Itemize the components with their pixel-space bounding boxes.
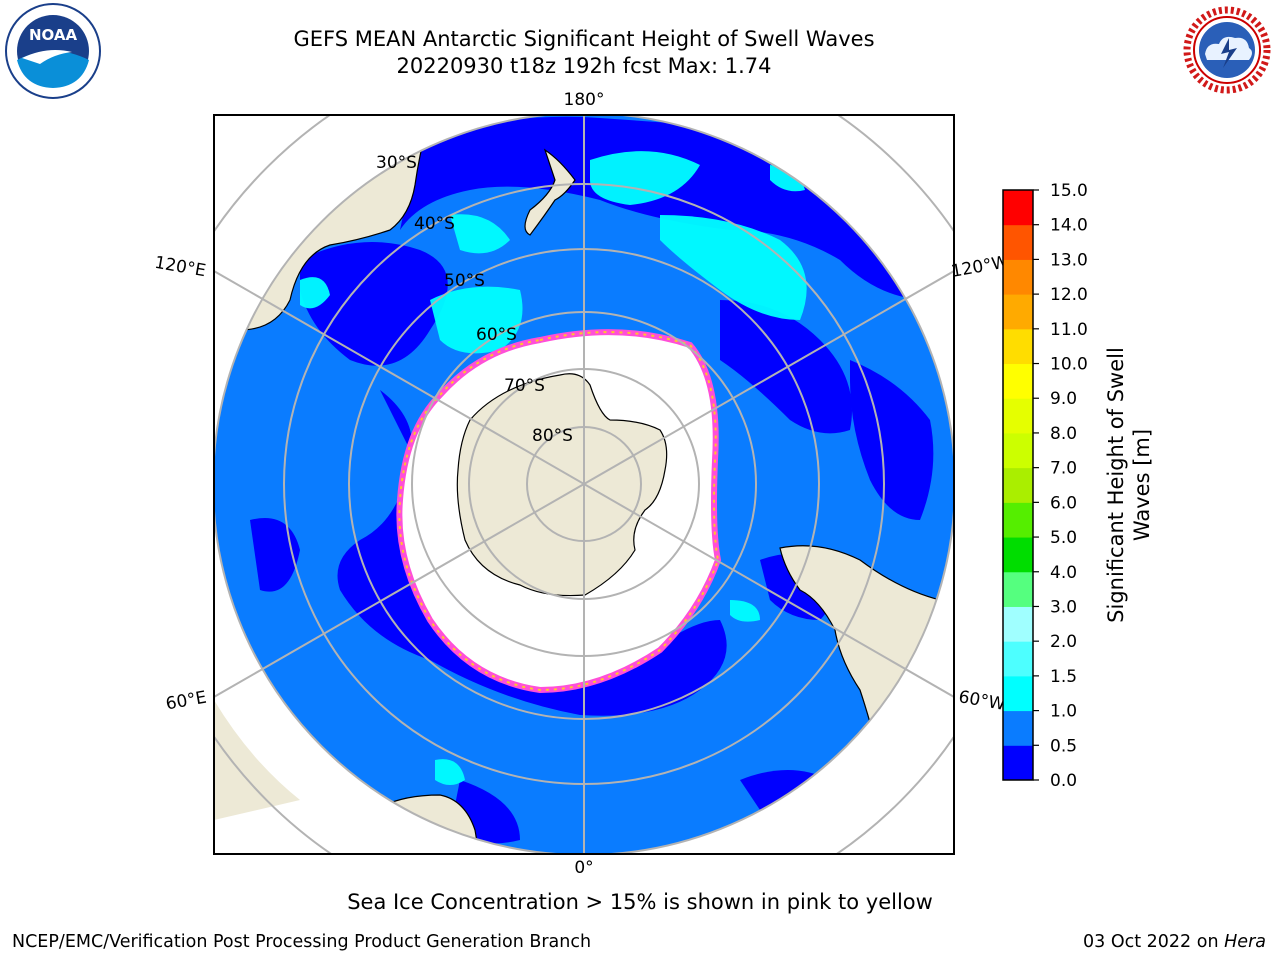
colorbar-tick-label: 13.0 — [1050, 250, 1088, 270]
footer-organization: NCEP/EMC/Verification Post Processing Pr… — [12, 932, 592, 952]
colorbar-segment — [1003, 224, 1033, 260]
lat-label-50s: 50°S — [444, 271, 485, 291]
map-frame — [213, 114, 955, 855]
colorbar-segment — [1003, 745, 1033, 781]
lat-label-30s: 30°S — [376, 153, 417, 173]
colorbar-tick-label: 0.5 — [1050, 736, 1077, 756]
colorbar-label-line2: Waves [m] — [1130, 429, 1154, 541]
colorbar-segment — [1003, 432, 1033, 469]
lat-label-70s: 70°S — [504, 376, 545, 396]
colorbar: 0.0 0.5 1.0 1.5 2.0 3.0 4.0 5.0 6.0 7.0 8.0 9.0 10.0… — [1002, 181, 1088, 791]
lon-label-60w: 60°W — [957, 687, 1007, 715]
colorbar-tick-label: 7.0 — [1050, 459, 1077, 479]
colorbar-segment — [1003, 259, 1033, 295]
colorbar-segment — [1003, 606, 1033, 642]
footer-date-text: 03 Oct 2022 on — [1083, 932, 1219, 952]
lat-label-40s: 40°S — [414, 214, 455, 234]
colorbar-tick-label: 1.5 — [1050, 667, 1077, 687]
colorbar-segment — [1003, 641, 1033, 677]
noaa-logo: NOAA — [5, 3, 101, 99]
colorbar-tick-label: 11.0 — [1050, 320, 1088, 340]
colorbar-tick-label: 10.0 — [1050, 355, 1088, 375]
colorbar-tick-label: 9.0 — [1050, 389, 1077, 409]
antarctica-land — [456, 373, 668, 597]
colorbar-tick-label: 14.0 — [1050, 216, 1088, 236]
lat-label-80s: 80°S — [532, 426, 573, 446]
chart-subtitle: 20220930 t18z 192h fcst Max: 1.74 — [396, 54, 772, 78]
corner-land-sw — [214, 700, 300, 820]
new-zealand-land — [524, 148, 576, 236]
colorbar-tick-label: 1.0 — [1050, 702, 1077, 722]
colorbar-tick-label: 4.0 — [1050, 563, 1077, 583]
lon-label-120w: 120°W — [950, 252, 1011, 282]
colorbar-tick-label: 3.0 — [1050, 597, 1077, 617]
colorbar-segment — [1003, 710, 1033, 746]
nws-logo — [1181, 4, 1273, 96]
colorbar-segment — [1003, 675, 1033, 712]
colorbar-tick-label: 12.0 — [1050, 285, 1088, 305]
colorbar-segment — [1003, 363, 1033, 399]
colorbar-frame — [1002, 189, 1034, 781]
colorbar-segment — [1003, 571, 1033, 607]
lon-label-60e: 60°E — [164, 688, 208, 715]
colorbar-segment — [1003, 398, 1033, 434]
colorbar-tick-label: 0.0 — [1050, 771, 1077, 791]
footer-date: 03 Oct 2022 on Hera — [1083, 932, 1266, 952]
colorbar-tick-label: 6.0 — [1050, 493, 1077, 513]
colorbar-segment — [1003, 294, 1033, 330]
map-caption: Sea Ice Concentration > 15% is shown in … — [347, 890, 933, 914]
colorbar-segment — [1003, 190, 1033, 226]
footer-host: Hera — [1224, 932, 1266, 952]
colorbar-tick-label: 5.0 — [1050, 528, 1077, 548]
colorbar-segment — [1003, 502, 1033, 538]
colorbar-tick-label: 15.0 — [1050, 181, 1088, 201]
colorbar-tick-label: 8.0 — [1050, 424, 1077, 444]
lon-label-180: 180° — [564, 90, 605, 110]
colorbar-label-line1: Significant Height of Swell — [1104, 347, 1128, 623]
chart-title: GEFS MEAN Antarctic Significant Height o… — [293, 27, 875, 51]
colorbar-segment — [1003, 537, 1033, 573]
colorbar-tick-label: 2.0 — [1050, 632, 1077, 652]
lon-label-0: 0° — [574, 858, 593, 878]
lat-label-60s: 60°S — [476, 325, 517, 345]
svg-text:NOAA: NOAA — [29, 26, 78, 44]
swell-high-regions — [300, 151, 807, 785]
lon-label-120e: 120°E — [153, 253, 207, 282]
colorbar-segment — [1003, 328, 1033, 365]
graticule — [214, 115, 954, 854]
colorbar-segment — [1003, 467, 1033, 503]
